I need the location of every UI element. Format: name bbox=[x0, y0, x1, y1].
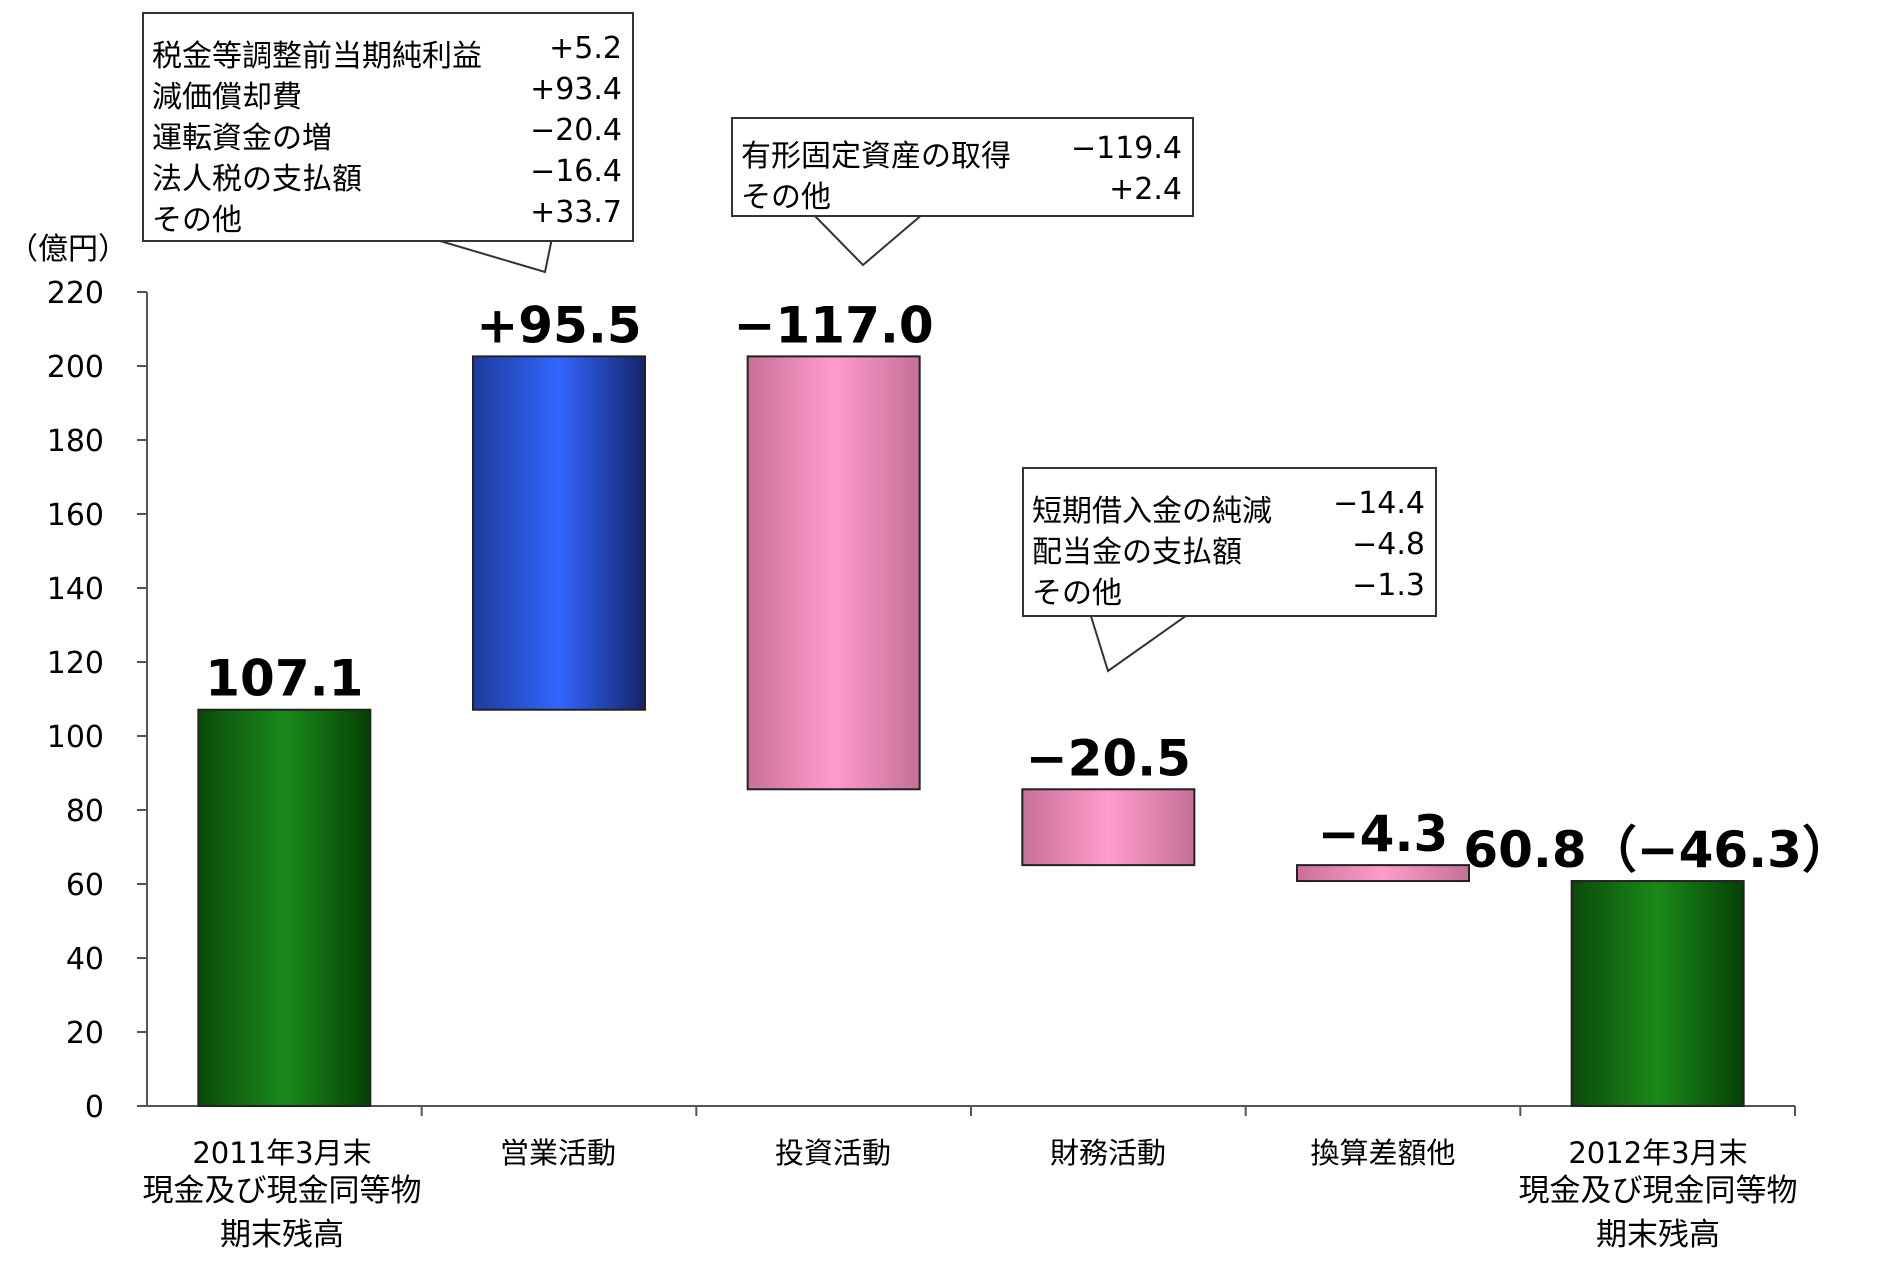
waterfall-bar bbox=[1570, 880, 1745, 1107]
category-line: 換算差額他 bbox=[1310, 1136, 1456, 1170]
y-axis-unit-label: （億円） bbox=[8, 232, 128, 267]
callout-item-value: +5.2 bbox=[549, 31, 622, 66]
callout-row: その他 −1.3 bbox=[1024, 564, 1435, 611]
callout-item-label: 有形固定資産の取得 bbox=[741, 139, 1011, 174]
y-tick-label: 100 bbox=[47, 720, 104, 755]
callout-pointer bbox=[1089, 612, 1194, 673]
callout-row: 法人税の支払額 −16.4 bbox=[144, 150, 632, 197]
callout-investing: 有形固定資産の取得 −119.4 その他 +2.4 bbox=[731, 117, 1194, 217]
y-tick-label: 60 bbox=[66, 868, 104, 903]
category-line: 2012年3月末 bbox=[1568, 1136, 1748, 1170]
waterfall-bar bbox=[1296, 864, 1470, 883]
callout-item-value: −20.4 bbox=[530, 113, 622, 148]
y-tick-label: 220 bbox=[47, 276, 104, 311]
callout-item-label: 税金等調整前当期純利益 bbox=[152, 39, 482, 74]
category-line: 投資活動 bbox=[774, 1136, 891, 1170]
callout-item-value: +93.4 bbox=[530, 72, 622, 107]
y-tick-label: 200 bbox=[47, 350, 104, 385]
callout-item-value: −14.4 bbox=[1333, 486, 1425, 521]
callout-row: その他 +33.7 bbox=[144, 191, 632, 238]
callout-financing: 短期借入金の純減 −14.4 配当金の支払額 −4.8 その他 −1.3 bbox=[1022, 467, 1437, 617]
callout-item-label: その他 bbox=[152, 203, 242, 238]
bar-value-label: 60.8（−46.3） bbox=[1463, 821, 1852, 879]
waterfall-bar bbox=[746, 355, 921, 791]
bar-value-label: −4.3 bbox=[1318, 805, 1448, 863]
callout-item-value: −1.3 bbox=[1352, 568, 1425, 603]
callout-row: 減価償却費 +93.4 bbox=[144, 68, 632, 115]
y-tick-label: 80 bbox=[66, 794, 104, 829]
bar-value-label: 107.1 bbox=[205, 650, 363, 708]
callout-row: 運転資金の増 −20.4 bbox=[144, 109, 632, 156]
callout-item-label: その他 bbox=[741, 180, 831, 215]
x-tick-label-investing: 投資活動 bbox=[683, 1136, 983, 1170]
bar-value-label: −117.0 bbox=[734, 296, 934, 354]
x-tick-label-operating: 営業活動 bbox=[408, 1136, 708, 1170]
callout-item-label: 短期借入金の純減 bbox=[1032, 494, 1272, 529]
x-tick-label-2012: 2012年3月末 現金及び現金同等物 期末残高 bbox=[1508, 1136, 1808, 1257]
y-tick-label: 180 bbox=[47, 424, 104, 459]
callout-item-value: +2.4 bbox=[1109, 172, 1182, 207]
y-tick-label: 20 bbox=[66, 1016, 104, 1051]
callout-row: 有形固定資産の取得 −119.4 bbox=[733, 127, 1192, 174]
callout-pointer bbox=[811, 212, 927, 267]
waterfall-bar bbox=[472, 355, 646, 711]
category-line: 期末残高 bbox=[1596, 1216, 1720, 1253]
callout-item-label: 法人税の支払額 bbox=[152, 162, 362, 197]
x-tick-label-fx: 換算差額他 bbox=[1233, 1136, 1533, 1170]
callout-row: 配当金の支払額 −4.8 bbox=[1024, 523, 1435, 570]
category-line: 財務活動 bbox=[1049, 1136, 1166, 1170]
y-tick-label: 120 bbox=[47, 646, 104, 681]
callout-row: 税金等調整前当期純利益 +5.2 bbox=[144, 27, 632, 74]
callout-item-label: その他 bbox=[1032, 576, 1122, 611]
y-tick-label: 140 bbox=[47, 572, 104, 607]
y-tick-label: 160 bbox=[47, 498, 104, 533]
callout-pointer bbox=[220, 237, 553, 274]
callout-operating: 税金等調整前当期純利益 +5.2 減価償却費 +93.4 運転資金の増 −20.… bbox=[142, 12, 634, 242]
callout-row: 短期借入金の純減 −14.4 bbox=[1024, 482, 1435, 529]
x-tick-label-2011: 2011年3月末 現金及び現金同等物 期末残高 bbox=[132, 1136, 432, 1257]
category-line: 現金及び現金同等物 bbox=[142, 1173, 422, 1210]
callout-item-label: 運転資金の増 bbox=[152, 121, 332, 156]
category-line: 期末残高 bbox=[220, 1216, 344, 1253]
callout-item-value: −119.4 bbox=[1070, 131, 1182, 166]
y-tick-label: 40 bbox=[66, 942, 104, 977]
callout-item-label: 減価償却費 bbox=[152, 80, 302, 115]
bar-value-label: +95.5 bbox=[476, 296, 641, 354]
callout-item-value: −16.4 bbox=[530, 154, 622, 189]
y-tick-label: 0 bbox=[85, 1090, 104, 1125]
x-tick-label-financing: 財務活動 bbox=[958, 1136, 1258, 1170]
callout-item-value: +33.7 bbox=[530, 195, 622, 230]
bar-value-label: −20.5 bbox=[1026, 729, 1191, 787]
callout-item-value: −4.8 bbox=[1352, 527, 1425, 562]
callout-row: その他 +2.4 bbox=[733, 168, 1192, 215]
callout-item-label: 配当金の支払額 bbox=[1032, 535, 1242, 570]
waterfall-bar bbox=[197, 708, 372, 1107]
category-line: 現金及び現金同等物 bbox=[1518, 1173, 1798, 1210]
waterfall-bar bbox=[1021, 788, 1196, 867]
category-line: 2011年3月末 bbox=[192, 1136, 372, 1170]
category-line: 営業活動 bbox=[499, 1136, 616, 1170]
